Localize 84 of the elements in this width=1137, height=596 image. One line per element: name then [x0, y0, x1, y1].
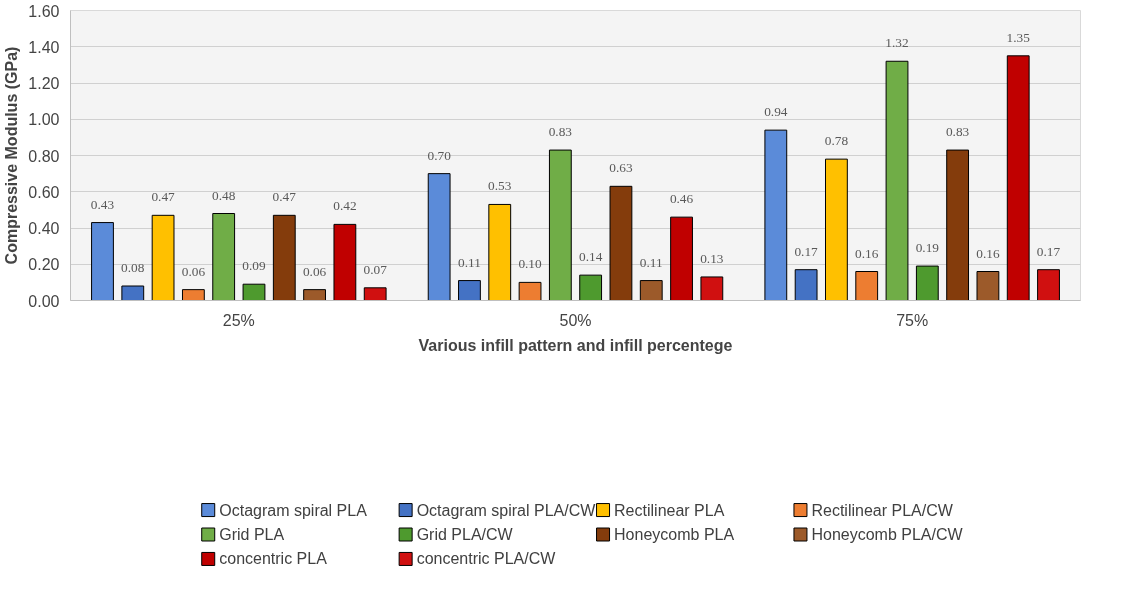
bar: [764, 129, 788, 301]
y-tick-label: 0.40: [28, 220, 60, 237]
legend-label: Rectilinear PLA: [614, 501, 725, 519]
x-tick-label: 25%: [222, 311, 255, 329]
bar: [670, 216, 693, 301]
legend-label: Honeycomb PLA: [614, 526, 735, 543]
bar: [548, 149, 572, 301]
data-label: 0.47: [272, 189, 297, 205]
y-tick-label: 0.20: [28, 256, 60, 274]
legend-label: concentric PLA/CW: [416, 550, 557, 568]
bar: [121, 285, 145, 301]
bar: [458, 280, 481, 301]
x-tick-label: 75%: [896, 311, 929, 329]
data-label: 0.83: [548, 124, 573, 140]
x-tick-label: 50%: [559, 311, 592, 329]
data-label: 0.48: [212, 187, 236, 203]
legend-label: Octagram spiral PLA/CW: [416, 501, 597, 519]
data-label: 0.47: [151, 189, 176, 205]
y-tick-label: 0.60: [28, 183, 60, 201]
bar: [1006, 55, 1030, 301]
bar: [915, 265, 939, 301]
legend-label: concentric PLA: [219, 550, 328, 568]
data-label: 0.42: [333, 198, 357, 214]
data-label: 0.06: [302, 263, 327, 279]
bar: [825, 158, 848, 301]
bar: [181, 289, 205, 301]
data-label: 0.83: [945, 124, 970, 140]
bar: [794, 269, 818, 301]
data-label: 0.43: [90, 196, 115, 212]
data-label: 0.19: [915, 240, 940, 256]
data-label: 0.07: [363, 261, 388, 277]
data-label: 0.53: [488, 178, 512, 194]
legend-label: Grid PLA/CW: [416, 526, 514, 543]
data-label: 0.16: [855, 245, 879, 261]
data-label: 0.13: [700, 250, 724, 266]
bar: [609, 185, 633, 301]
data-label: 0.16: [976, 245, 1000, 261]
legend-label: Grid PLA: [219, 526, 285, 543]
bar: [855, 271, 879, 301]
bar: [151, 214, 175, 301]
bar: [303, 289, 326, 301]
bar: [427, 173, 451, 301]
bar: [946, 149, 970, 301]
bar: [363, 287, 387, 301]
data-label: 0.46: [669, 191, 694, 207]
bar: [333, 223, 357, 301]
data-label: 0.17: [794, 243, 819, 259]
bar: [91, 222, 114, 301]
bar: [885, 60, 909, 301]
data-label: 0.11: [639, 254, 663, 270]
data-label: 0.11: [458, 254, 481, 270]
y-tick-label: 0.80: [28, 147, 60, 165]
data-label: 0.63: [609, 160, 633, 176]
data-label: 0.94: [764, 104, 788, 120]
bar: [518, 281, 542, 301]
legend-label: Honeycomb PLA/CW: [811, 526, 964, 543]
y-tick-label: 1.20: [28, 75, 60, 92]
data-label: 0.14: [578, 249, 603, 265]
data-label: 1.32: [885, 35, 909, 51]
bar: [976, 271, 1000, 301]
bar: [639, 280, 663, 301]
x-axis-title: Various infill pattern and infill percentege: [418, 336, 733, 354]
y-tick-label: 1.00: [28, 111, 60, 129]
legend-label: Rectilinear PLA/CW: [811, 501, 954, 519]
data-label: 0.17: [1036, 243, 1061, 259]
data-label: 1.35: [1006, 29, 1031, 45]
y-tick-label: 1.60: [28, 2, 60, 20]
bar: [272, 214, 296, 301]
data-label: 0.08: [121, 260, 145, 275]
bar: [488, 203, 512, 301]
y-axis-title: Compressive Modulus (GPa): [3, 46, 21, 265]
bar: [700, 276, 724, 301]
y-tick-label: 1.40: [28, 38, 60, 56]
data-label: 0.70: [427, 147, 452, 163]
y-tick-label: 0.00: [28, 292, 60, 310]
bar: [212, 213, 236, 301]
data-label: 0.78: [824, 133, 849, 149]
data-label: 0.06: [181, 263, 206, 279]
bar: [579, 274, 603, 301]
data-label: 0.10: [518, 256, 543, 272]
bar: [1037, 269, 1060, 301]
data-label: 0.09: [242, 258, 266, 274]
legend-label: Octagram spiral PLA: [219, 501, 368, 519]
bar: [242, 283, 266, 301]
